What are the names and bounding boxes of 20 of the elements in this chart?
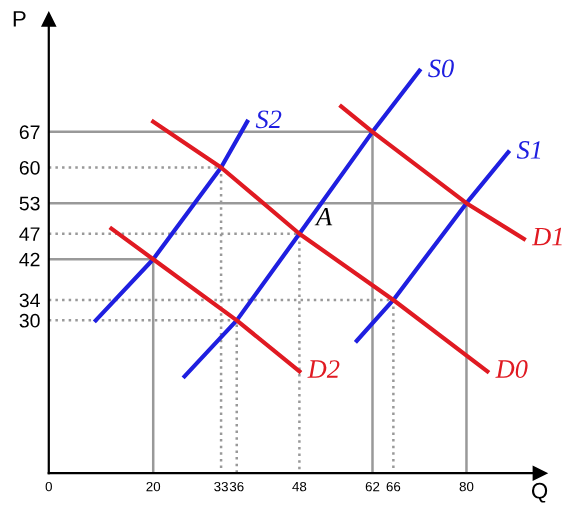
y-axis-title: P (13, 11, 26, 27)
y-tick-label: 42 (19, 252, 40, 267)
x-axis-title: Q (531, 482, 548, 503)
series-label: D0 (495, 360, 528, 378)
y-tick-label: 34 (19, 293, 40, 308)
y-tick-label: 47 (19, 227, 40, 241)
line-series (93, 119, 250, 323)
y-tick-label: 53 (19, 196, 40, 211)
y-tick-label: 67 (19, 125, 40, 140)
line-series (354, 150, 511, 343)
annotation: A (314, 207, 333, 226)
series-label: D2 (307, 360, 340, 378)
y-tick-label: 60 (19, 160, 40, 175)
series-label: D1 (531, 227, 562, 246)
line-series (182, 68, 422, 379)
y-tick-label: 30 (19, 313, 40, 328)
line-series (109, 226, 302, 374)
series-label: S2 (255, 110, 282, 129)
series-label: S0 (428, 59, 454, 78)
series-label: S1 (516, 141, 541, 159)
